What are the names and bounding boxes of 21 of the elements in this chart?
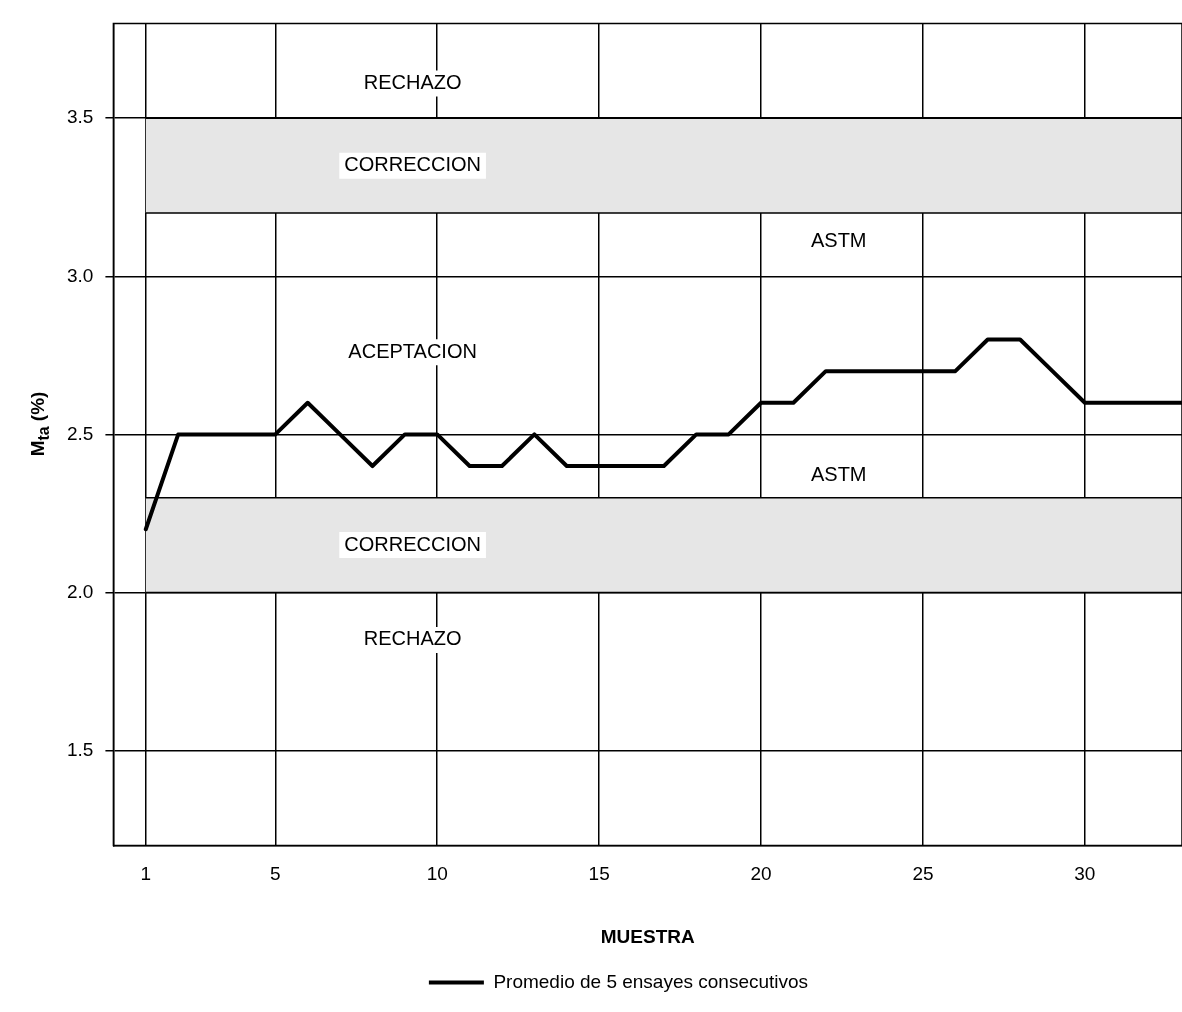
band-label: CORRECCION xyxy=(344,153,481,176)
y-tick-label: 3.0 xyxy=(66,264,94,286)
x-tick-label: 15 xyxy=(588,863,610,885)
x-axis-title: MUESTRA xyxy=(600,925,695,947)
y-tick-label: 2.0 xyxy=(66,580,94,602)
annotation: ASTM xyxy=(810,463,867,486)
x-tick-label: 25 xyxy=(912,863,934,885)
annotation: ACEPTACION xyxy=(348,339,477,362)
x-tick-label: 30 xyxy=(1074,863,1096,885)
annotation: RECHAZO xyxy=(363,70,462,93)
y-tick-label: 3.5 xyxy=(66,106,94,128)
legend-label: Promedio de 5 ensayes consecutivos xyxy=(493,970,809,992)
x-tick-label: 20 xyxy=(750,863,772,885)
annotation: RECHAZO xyxy=(363,627,462,650)
y-tick-label: 1.5 xyxy=(66,738,94,760)
band-label: CORRECCION xyxy=(344,532,481,555)
y-tick-label: 2.5 xyxy=(66,422,94,444)
x-tick-label: 5 xyxy=(270,863,281,885)
x-tick-label: 1 xyxy=(140,863,152,885)
annotation: ASTM xyxy=(810,228,867,251)
x-tick-label: 10 xyxy=(426,863,448,885)
